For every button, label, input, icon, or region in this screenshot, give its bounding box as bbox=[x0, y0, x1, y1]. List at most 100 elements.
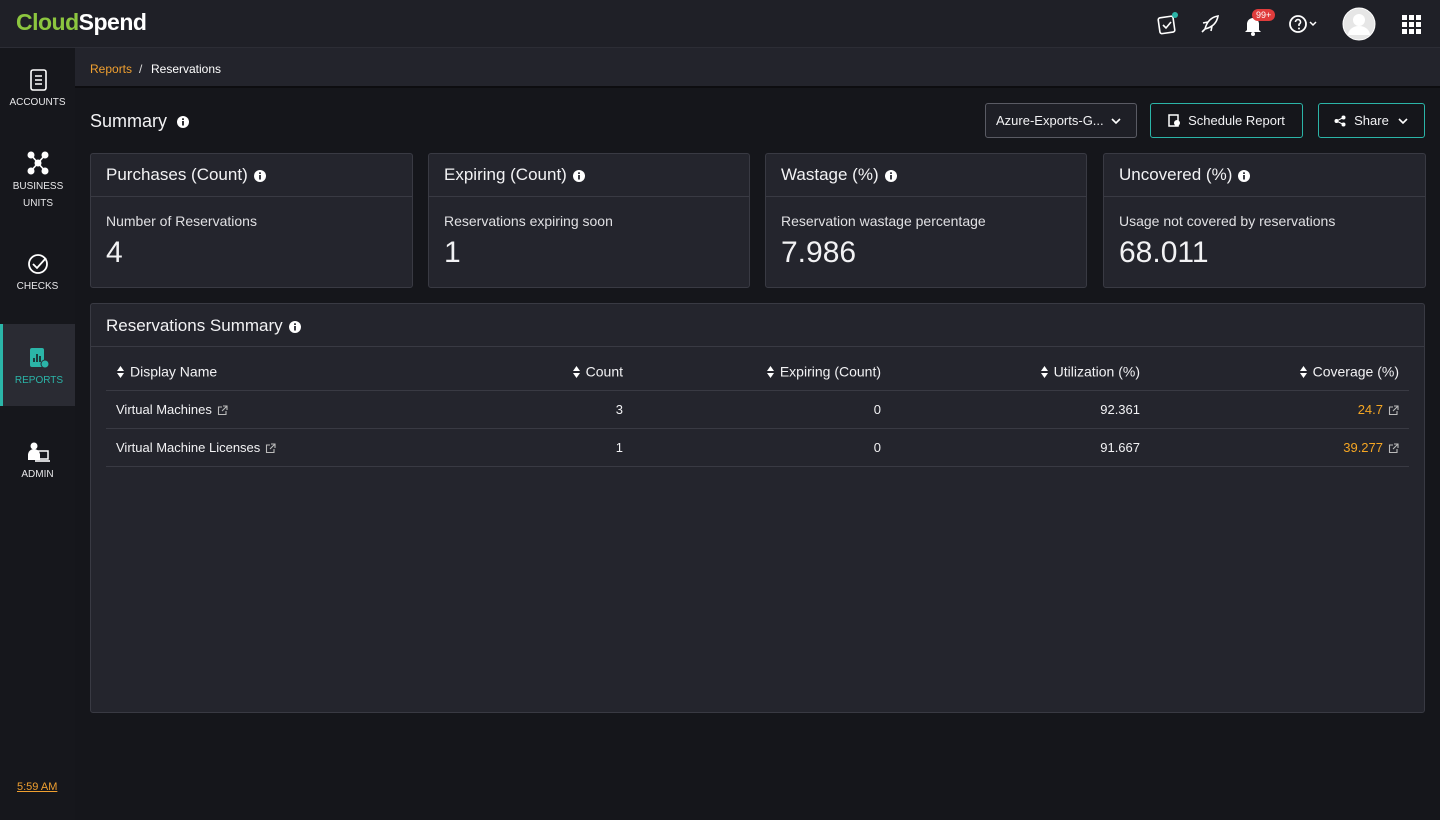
table-cell: 39.277 bbox=[1140, 428, 1409, 467]
nav-reports[interactable]: REPORTS bbox=[0, 324, 75, 406]
help-icon[interactable] bbox=[1289, 14, 1319, 34]
top-bar: CloudSpend 99+ bbox=[0, 0, 1440, 48]
column-header[interactable]: Coverage (%) bbox=[1140, 352, 1409, 391]
external-link-icon[interactable] bbox=[217, 404, 228, 416]
column-label: Coverage (%) bbox=[1312, 363, 1399, 380]
share-button[interactable]: Share bbox=[1318, 103, 1425, 138]
table-cell: 92.361 bbox=[881, 390, 1140, 429]
tasks-icon[interactable] bbox=[1156, 12, 1180, 36]
apps-grid-icon[interactable] bbox=[1402, 15, 1421, 34]
nav-business-units[interactable]: BUSINESS UNITS bbox=[8, 150, 68, 212]
cell-value: 92.361 bbox=[1100, 402, 1140, 418]
reservations-panel: Reservations Summary Display Name Count Ex… bbox=[90, 303, 1425, 713]
clock-link[interactable]: 5:59 AM bbox=[17, 781, 58, 793]
cell-value: 1 bbox=[615, 440, 623, 456]
card-description: Usage not covered by reservations bbox=[1119, 213, 1336, 229]
info-icon[interactable] bbox=[288, 321, 301, 333]
sidebar: ACCOUNTS BUSINESS UNITS CHECKS REPORTS A… bbox=[0, 48, 75, 820]
table-cell: 24.7 bbox=[1140, 390, 1409, 429]
table-cell: 91.667 bbox=[881, 428, 1140, 467]
card-value: 4 bbox=[106, 236, 123, 269]
summary-title: Summary bbox=[90, 111, 168, 131]
metric-card: Expiring (Count) Reservations expiring so… bbox=[428, 153, 750, 288]
external-link-icon[interactable] bbox=[1388, 442, 1399, 454]
panel-title: Reservations Summary bbox=[106, 316, 283, 335]
cell-value: 91.667 bbox=[1100, 440, 1140, 456]
share-icon bbox=[1334, 115, 1346, 126]
card-value: 7.986 bbox=[781, 236, 857, 269]
card-header: Purchases (Count) bbox=[91, 154, 412, 197]
table-cell: Virtual Machine Licenses bbox=[106, 428, 407, 467]
info-icon[interactable] bbox=[1238, 170, 1251, 182]
nav-label: BUSINESS UNITS bbox=[12, 181, 64, 209]
reports-icon bbox=[30, 348, 50, 369]
metric-card: Wastage (%) Reservation wastage percentag… bbox=[765, 153, 1087, 288]
logo-text: Cloud bbox=[16, 9, 79, 35]
table-cell: 3 bbox=[407, 390, 623, 429]
metric-card: Purchases (Count) Number of Reservations 4 bbox=[90, 153, 413, 288]
sort-icon[interactable] bbox=[116, 365, 125, 379]
metric-card: Uncovered (%) Usage not covered by reserv… bbox=[1103, 153, 1426, 288]
nav-checks[interactable]: CHECKS bbox=[0, 252, 75, 295]
coverage-link[interactable]: 24.7 bbox=[1357, 402, 1383, 418]
card-title: Wastage (%) bbox=[781, 165, 879, 184]
info-icon[interactable] bbox=[884, 170, 897, 182]
button-label: Share bbox=[1354, 113, 1389, 128]
info-icon[interactable] bbox=[572, 170, 585, 182]
cell-value: 3 bbox=[615, 402, 623, 418]
table-header-row: Display Name Count Expiring (Count) Utiliza… bbox=[106, 352, 1409, 391]
table-body: Virtual Machines 3 0 92.361 24.7 Virtual Mach… bbox=[106, 390, 1409, 467]
schedule-report-button[interactable]: Schedule Report bbox=[1150, 103, 1303, 138]
nav-accounts[interactable]: ACCOUNTS bbox=[0, 68, 75, 111]
user-avatar[interactable] bbox=[1342, 7, 1376, 41]
nav-label: CHECKS bbox=[16, 281, 59, 292]
coverage-link[interactable]: 39.277 bbox=[1343, 440, 1383, 456]
column-header[interactable]: Count bbox=[407, 352, 623, 391]
column-label: Utilization (%) bbox=[1053, 363, 1140, 380]
logo[interactable]: CloudSpend bbox=[16, 9, 147, 36]
rocket-icon[interactable] bbox=[1199, 13, 1221, 35]
nav-label: REPORTS bbox=[14, 375, 64, 386]
sort-icon[interactable] bbox=[1299, 365, 1308, 379]
table-cell: 0 bbox=[623, 428, 881, 467]
column-header[interactable]: Expiring (Count) bbox=[623, 352, 881, 391]
sort-icon[interactable] bbox=[572, 365, 581, 379]
card-value: 68.011 bbox=[1119, 236, 1209, 269]
card-header: Expiring (Count) bbox=[429, 154, 749, 197]
business-units-icon bbox=[27, 151, 49, 175]
column-label: Display Name bbox=[130, 363, 218, 380]
external-link-icon[interactable] bbox=[1388, 404, 1399, 416]
info-icon[interactable] bbox=[177, 115, 190, 128]
external-link-icon[interactable] bbox=[265, 442, 276, 454]
cell-value: 0 bbox=[873, 402, 881, 418]
card-header: Uncovered (%) bbox=[1104, 154, 1425, 197]
card-value: 1 bbox=[444, 236, 461, 269]
breadcrumb-link[interactable]: Reports bbox=[90, 62, 133, 76]
sort-icon[interactable] bbox=[766, 365, 775, 379]
column-header[interactable]: Display Name bbox=[106, 352, 407, 391]
notifications-icon[interactable] bbox=[1243, 14, 1263, 36]
card-header: Wastage (%) bbox=[766, 154, 1086, 197]
nav-admin[interactable]: ADMIN bbox=[0, 440, 75, 483]
chevron-icon bbox=[1398, 117, 1408, 124]
schedule-icon bbox=[1168, 114, 1181, 127]
card-description: Reservations expiring soon bbox=[444, 213, 613, 229]
info-icon[interactable] bbox=[253, 170, 266, 182]
chevron-icon bbox=[1111, 117, 1121, 124]
logo-text: Spend bbox=[78, 9, 147, 35]
card-title: Purchases (Count) bbox=[106, 165, 248, 184]
account-select[interactable]: Azure-Exports-G... bbox=[985, 103, 1137, 138]
column-header[interactable]: Utilization (%) bbox=[881, 352, 1140, 391]
row-name-link[interactable]: Virtual Machine Licenses bbox=[116, 440, 261, 456]
cell-value: 0 bbox=[873, 440, 881, 456]
breadcrumb-current: Reservations bbox=[151, 62, 222, 76]
reservations-table: Display Name Count Expiring (Count) Utiliza… bbox=[106, 352, 1409, 467]
nav-label: ADMIN bbox=[21, 469, 54, 480]
admin-icon bbox=[27, 442, 50, 462]
card-title: Uncovered (%) bbox=[1119, 165, 1233, 184]
sort-icon[interactable] bbox=[1040, 365, 1049, 379]
button-label: Schedule Report bbox=[1188, 113, 1285, 128]
row-name-link[interactable]: Virtual Machines bbox=[116, 402, 212, 418]
select-value: Azure-Exports-G... bbox=[996, 113, 1104, 128]
